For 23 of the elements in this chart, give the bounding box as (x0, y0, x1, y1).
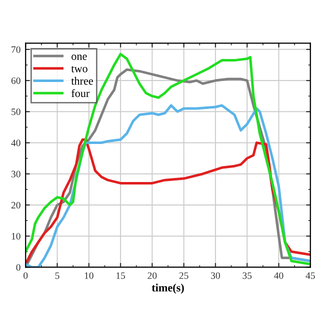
x-tick-label: 0 (24, 272, 28, 279)
x-tick-label: 5 (55, 272, 60, 279)
y-tick-label: 20 (11, 202, 20, 208)
y-tick-label: 40 (11, 140, 20, 146)
y-tick-label: 10 (12, 232, 20, 240)
x-tick-label: 30 (211, 272, 220, 279)
x-axis-title: time(s) (152, 284, 184, 294)
x-tick-label: 45 (306, 272, 315, 279)
x-tick-label: 10 (84, 272, 94, 279)
x-tick-label: 15 (116, 272, 126, 279)
y-tick-label: 0 (16, 264, 20, 271)
legend-label: one (72, 54, 87, 60)
legend-label: four (72, 89, 90, 98)
legend-label: three (71, 76, 93, 85)
legend-label: two (71, 66, 88, 72)
x-tick-label: 20 (148, 272, 157, 279)
x-tick-label: 40 (274, 272, 284, 279)
y-tick-label: 70 (12, 46, 20, 53)
y-tick-label: 30 (11, 170, 20, 178)
x-tick-label: 35 (242, 272, 252, 279)
x-tick-label: 25 (179, 272, 188, 279)
y-tick-label: 50 (12, 108, 20, 116)
y-tick-label: 60 (11, 77, 20, 84)
